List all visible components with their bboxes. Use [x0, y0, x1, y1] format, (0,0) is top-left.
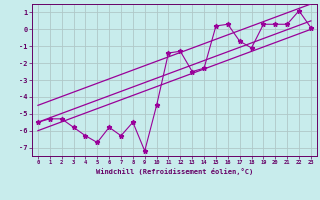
X-axis label: Windchill (Refroidissement éolien,°C): Windchill (Refroidissement éolien,°C)	[96, 168, 253, 175]
